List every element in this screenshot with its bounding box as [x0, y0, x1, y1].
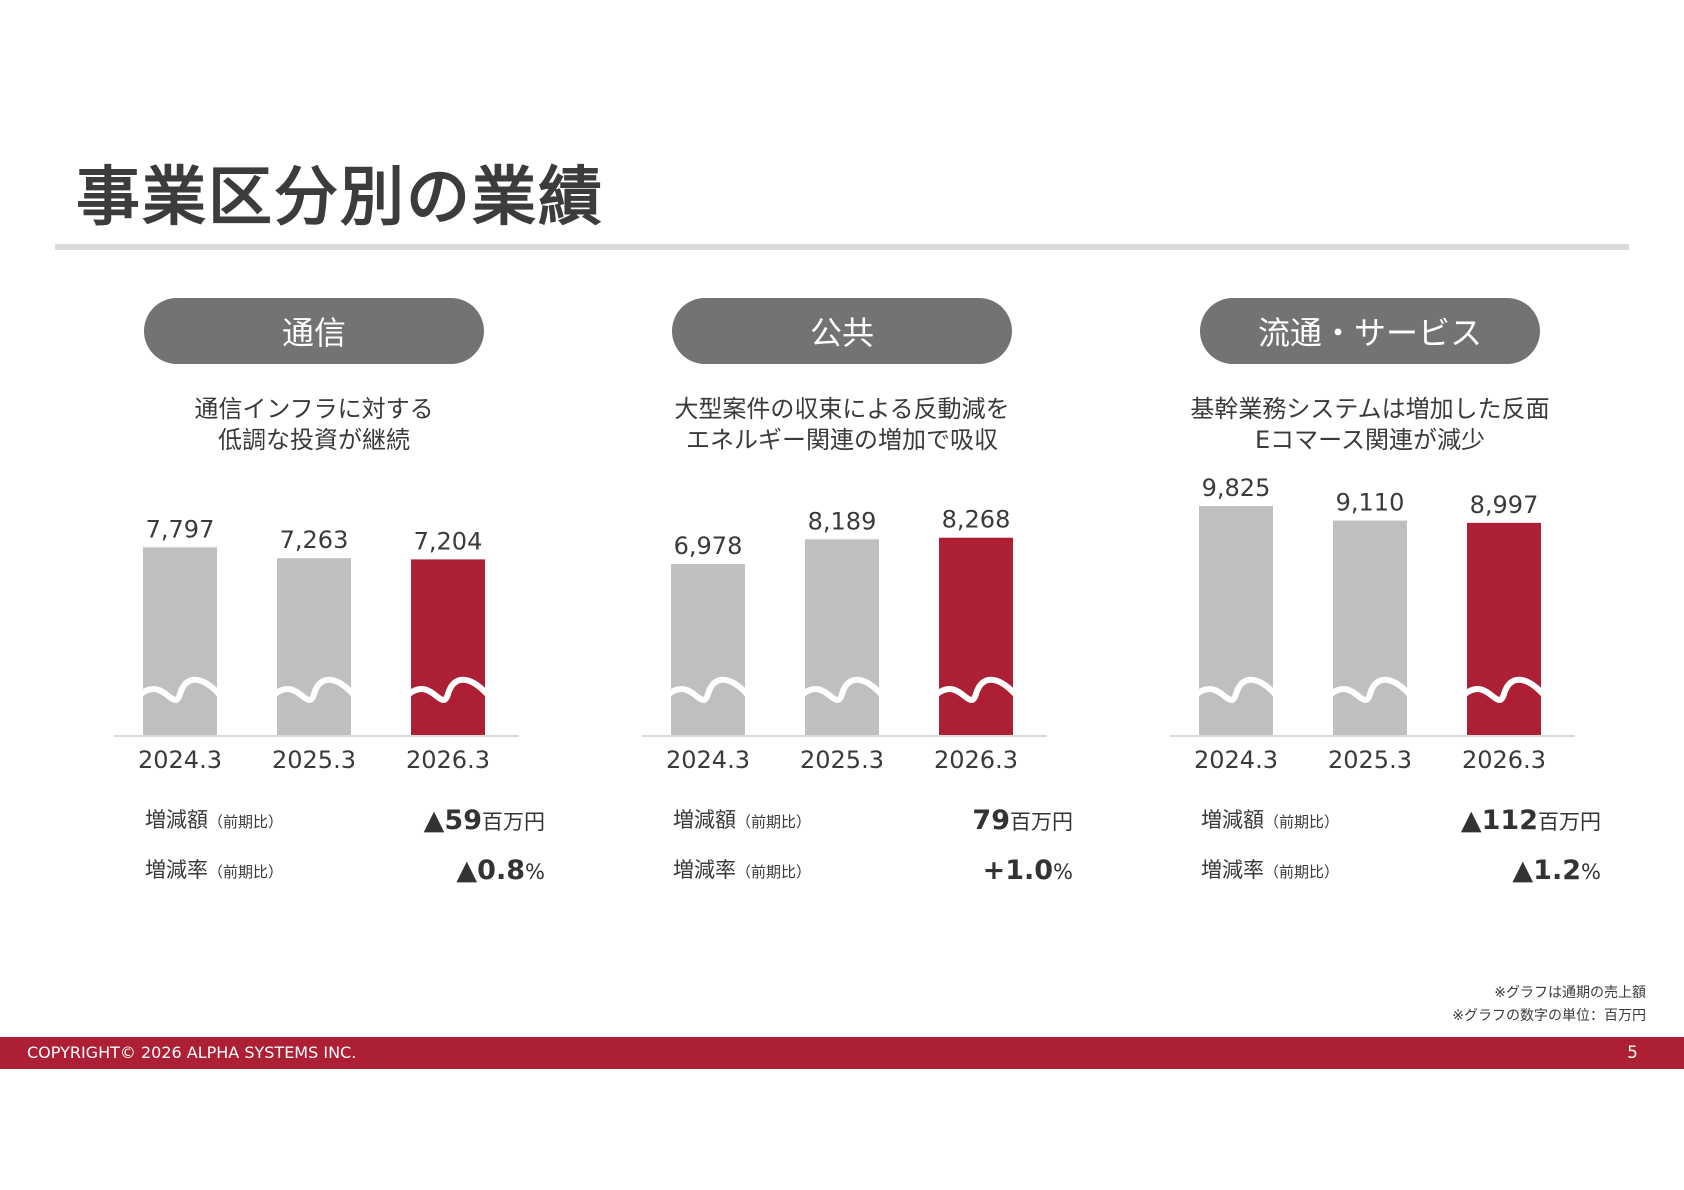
- description-line: 大型案件の収束による反動減を: [674, 395, 1010, 423]
- description-line: エネルギー関連の増加で吸収: [686, 426, 998, 454]
- page-number: 5: [1627, 1043, 1638, 1063]
- description-line: 低調な投資が継続: [218, 426, 410, 454]
- title-divider: [55, 244, 1629, 250]
- axis-break-mark: [1328, 676, 1412, 703]
- bar-chart-telecom: 7,797 2024.3 7,263 2025.3 7,204 2026.3: [114, 515, 519, 774]
- data-label: 9,825: [1202, 474, 1271, 502]
- description-line: 基幹業務システムは増加した反面: [1190, 395, 1550, 423]
- change-amount-value: 79百万円: [972, 805, 1073, 836]
- segment-description: 通信インフラに対する 低調な投資が継続: [59, 394, 569, 456]
- x-tick-label: 2025.3: [1328, 746, 1412, 774]
- axis-break-mark: [406, 676, 490, 703]
- axis-break-mark: [1194, 676, 1278, 703]
- segment-description: 基幹業務システムは増加した反面 Eコマース関連が減少: [1115, 394, 1625, 456]
- copyright-text: COPYRIGHT© 2026 ALPHA SYSTEMS INC.: [27, 1043, 357, 1062]
- bar-2025.3: [1333, 520, 1407, 736]
- data-label: 6,978: [674, 532, 743, 560]
- x-tick-label: 2024.3: [666, 746, 750, 774]
- bar-2026.3: [939, 537, 1013, 736]
- data-label: 8,189: [808, 507, 877, 535]
- change-amount-row: 増減額（前期比） ▲59百万円: [145, 798, 545, 838]
- change-amount-label: 増減額（前期比）: [673, 808, 812, 832]
- segment-title: 通信: [144, 298, 484, 364]
- segment-title: 公共: [672, 298, 1012, 364]
- change-rate-value: +1.0%: [982, 855, 1073, 886]
- bar-chart-public: 6,978 2024.3 8,189 2025.3 8,268 2026.3: [642, 506, 1047, 774]
- note-line: ※グラフは通期の売上額: [1494, 985, 1646, 1001]
- axis-break-mark: [934, 676, 1018, 703]
- data-label: 8,268: [942, 506, 1011, 534]
- data-label: 7,204: [414, 527, 483, 555]
- change-rate-label: 増減率（前期比）: [1201, 858, 1340, 882]
- segment-panel-public: 公共 大型案件の収束による反動減を エネルギー関連の増加で吸収 6,978 202…: [587, 296, 1107, 896]
- change-rate-value: ▲1.2%: [1512, 855, 1601, 886]
- x-tick-label: 2025.3: [272, 746, 356, 774]
- description-line: 通信インフラに対する: [194, 395, 434, 423]
- data-label: 9,110: [1336, 489, 1405, 517]
- change-rate-label: 増減率（前期比）: [145, 858, 284, 882]
- bar-2024.3: [143, 547, 217, 736]
- change-rate-value: ▲0.8%: [456, 855, 545, 886]
- segment-panel-telecom: 通信 通信インフラに対する 低調な投資が継続 7,797 2024.3 7,263 2…: [59, 296, 579, 896]
- change-amount-row: 増減額（前期比） ▲112百万円: [1201, 798, 1601, 838]
- change-rate-label: 増減率（前期比）: [673, 858, 812, 882]
- change-amount-value: ▲59百万円: [423, 805, 545, 836]
- data-label: 8,997: [1470, 491, 1539, 519]
- x-tick-label: 2025.3: [800, 746, 884, 774]
- axis-break-mark: [138, 676, 222, 703]
- axis-break-mark: [1462, 676, 1546, 703]
- bar-2026.3: [411, 559, 485, 736]
- change-amount-value: ▲112百万円: [1460, 805, 1601, 836]
- change-rate-row: 増減率（前期比） +1.0%: [673, 848, 1073, 888]
- x-tick-label: 2026.3: [406, 746, 490, 774]
- change-amount-label: 増減額（前期比）: [145, 808, 284, 832]
- note-line: ※グラフの数字の単位：百万円: [1452, 1008, 1646, 1024]
- description-line: Eコマース関連が減少: [1255, 426, 1485, 454]
- bar-2025.3: [277, 558, 351, 736]
- footer-bar: COPYRIGHT© 2026 ALPHA SYSTEMS INC. 5: [0, 1037, 1684, 1069]
- data-label: 7,797: [146, 515, 215, 543]
- segment-title: 流通・サービス: [1200, 298, 1540, 364]
- bar-2024.3: [671, 564, 745, 736]
- axis-break-mark: [800, 676, 884, 703]
- axis-break-mark: [666, 676, 750, 703]
- change-rate-row: 増減率（前期比） ▲1.2%: [1201, 848, 1601, 888]
- axis-break-mark: [272, 676, 356, 703]
- x-tick-label: 2024.3: [1194, 746, 1278, 774]
- segment-description: 大型案件の収束による反動減を エネルギー関連の増加で吸収: [587, 394, 1097, 456]
- change-rate-row: 増減率（前期比） ▲0.8%: [145, 848, 545, 888]
- segment-panel-distribution: 流通・サービス 基幹業務システムは増加した反面 Eコマース関連が減少 9,825…: [1115, 296, 1635, 896]
- change-amount-label: 増減額（前期比）: [1201, 808, 1340, 832]
- x-tick-label: 2024.3: [138, 746, 222, 774]
- page-title: 事業区分別の業績: [76, 161, 604, 235]
- chart-notes: ※グラフは通期の売上額 ※グラフの数字の単位：百万円: [1452, 982, 1646, 1028]
- x-tick-label: 2026.3: [934, 746, 1018, 774]
- bar-2026.3: [1467, 522, 1541, 736]
- x-tick-label: 2026.3: [1462, 746, 1546, 774]
- bar-chart-distribution: 9,825 2024.3 9,110 2025.3 8,997 2026.3: [1170, 474, 1575, 774]
- bar-2025.3: [805, 539, 879, 736]
- change-amount-row: 増減額（前期比） 79百万円: [673, 798, 1073, 838]
- data-label: 7,263: [280, 526, 349, 554]
- bar-2024.3: [1199, 506, 1273, 736]
